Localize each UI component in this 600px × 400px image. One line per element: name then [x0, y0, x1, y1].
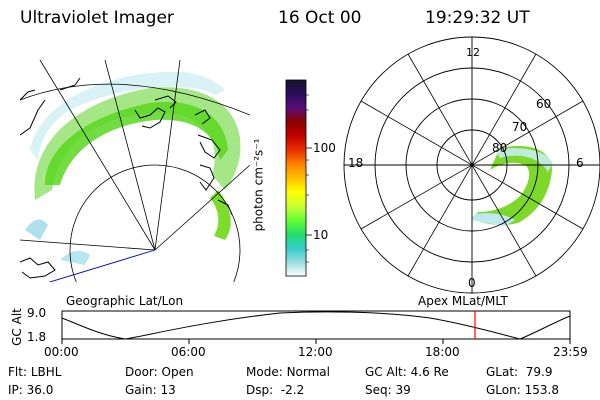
left-map-title: Geographic Lat/Lon [66, 294, 184, 308]
dsp-info: Dsp: -2.2 [246, 383, 305, 397]
altitude-timeline [61, 310, 571, 344]
flt-info: Flt: LBHL [8, 365, 62, 379]
timeline-xtick-3: 18:00 [425, 345, 460, 359]
seq-info: Seq: 39 [365, 383, 411, 397]
mlt-label-12: 12 [466, 46, 480, 59]
mlt-label-18: 18 [348, 156, 364, 170]
glon-info: GLon: 153.8 [486, 383, 559, 397]
ip-info: IP: 36.0 [8, 383, 54, 397]
glat-info: GLat: 79.9 [486, 365, 553, 379]
timeline-ylabel: GC Alt [9, 308, 24, 346]
timeline-ytick-bottom: 1.8 [27, 330, 47, 344]
mlat-label-80: 80 [492, 141, 508, 155]
polar-aurora [472, 146, 552, 225]
gc-alt-info: GC Alt: 4.6 Re [365, 365, 449, 379]
mlat-label-60: 60 [536, 97, 552, 111]
door-info: Door: Open [125, 365, 194, 379]
mlt-label-6: 6 [576, 156, 584, 170]
mlt-label-0: 0 [468, 276, 476, 290]
timeline-xtick-0: 00:00 [44, 345, 79, 359]
colorbar [285, 79, 312, 277]
timeline-ytick-top: 9.0 [27, 306, 47, 320]
time-label: 19:29:32 UT [425, 8, 530, 28]
colorbar-tick-100: 100 [313, 141, 336, 155]
colorbar-tick-10: 10 [313, 228, 329, 242]
date-label: 16 Oct 00 [278, 8, 362, 28]
timeline-xtick-4: 23:59 [553, 345, 588, 359]
gain-info: Gain: 13 [125, 383, 176, 397]
altitude-curve [61, 311, 571, 340]
timeline-xtick-1: 06:00 [171, 345, 206, 359]
right-map-title: Apex MLat/MLT [418, 294, 508, 308]
colorbar-label: photon cm⁻²s⁻¹ [251, 138, 266, 232]
geographic-map [20, 60, 250, 282]
app-title: Ultraviolet Imager [20, 8, 174, 28]
mlat-label-70: 70 [512, 120, 528, 134]
timeline-xtick-2: 12:00 [298, 345, 333, 359]
mode-info: Mode: Normal [246, 365, 330, 379]
aurora-band-core [45, 101, 228, 185]
polar-plot [343, 36, 600, 294]
aurora-patch-low [60, 250, 90, 265]
